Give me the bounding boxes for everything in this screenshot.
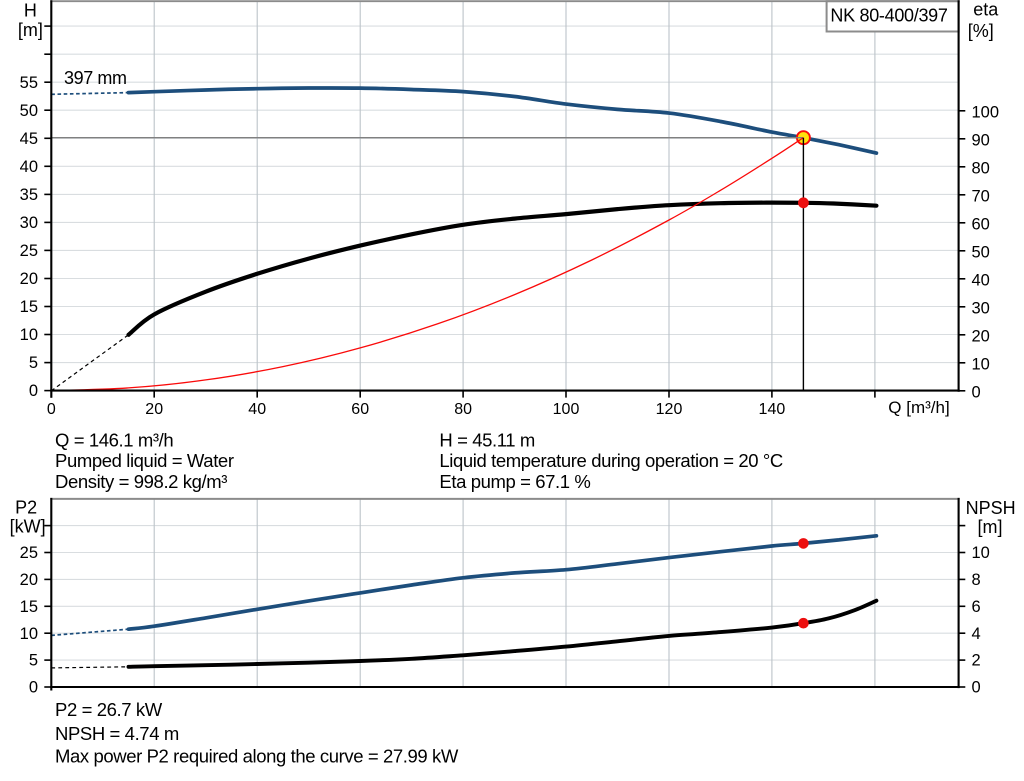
svg-text:0: 0 bbox=[972, 679, 981, 697]
svg-text:5: 5 bbox=[29, 354, 38, 372]
svg-text:NK 80-400/397: NK 80-400/397 bbox=[830, 5, 947, 25]
svg-text:35: 35 bbox=[20, 186, 38, 204]
svg-text:80: 80 bbox=[454, 401, 472, 418]
svg-text:Pumped liquid = Water: Pumped liquid = Water bbox=[55, 450, 234, 471]
svg-text:30: 30 bbox=[20, 214, 38, 232]
svg-text:100: 100 bbox=[553, 401, 580, 418]
svg-text:15: 15 bbox=[20, 298, 38, 316]
svg-text:NPSH: NPSH bbox=[966, 498, 1016, 518]
svg-text:80: 80 bbox=[972, 160, 990, 178]
svg-text:NPSH = 4.74 m: NPSH = 4.74 m bbox=[55, 723, 179, 744]
svg-text:40: 40 bbox=[972, 272, 990, 290]
svg-text:Q [m³/h]: Q [m³/h] bbox=[888, 398, 949, 417]
svg-text:Eta pump = 67.1 %: Eta pump = 67.1 % bbox=[439, 471, 590, 492]
svg-text:H: H bbox=[24, 0, 37, 20]
svg-text:H = 45.11 m: H = 45.11 m bbox=[439, 429, 535, 450]
svg-text:10: 10 bbox=[20, 326, 38, 344]
svg-text:40: 40 bbox=[248, 401, 266, 418]
svg-text:4: 4 bbox=[972, 625, 981, 643]
svg-text:60: 60 bbox=[351, 401, 369, 418]
svg-text:20: 20 bbox=[20, 270, 38, 288]
svg-text:P2: P2 bbox=[15, 498, 37, 518]
svg-text:8: 8 bbox=[972, 571, 981, 589]
svg-text:Liquid temperature during oper: Liquid temperature during operation = 20… bbox=[439, 450, 783, 471]
svg-text:[%]: [%] bbox=[968, 21, 994, 41]
svg-text:[m]: [m] bbox=[978, 517, 1003, 537]
svg-text:6: 6 bbox=[972, 598, 981, 616]
svg-text:140: 140 bbox=[759, 401, 786, 418]
svg-text:25: 25 bbox=[20, 242, 38, 260]
svg-text:eta: eta bbox=[973, 0, 999, 20]
svg-text:Density = 998.2 kg/m³: Density = 998.2 kg/m³ bbox=[55, 471, 227, 492]
svg-text:10: 10 bbox=[20, 625, 38, 643]
svg-text:5: 5 bbox=[29, 652, 38, 670]
svg-text:0: 0 bbox=[47, 401, 56, 418]
svg-text:20: 20 bbox=[972, 328, 990, 346]
svg-text:2: 2 bbox=[972, 652, 981, 670]
svg-text:45: 45 bbox=[20, 130, 38, 148]
svg-text:20: 20 bbox=[145, 401, 163, 418]
svg-text:120: 120 bbox=[656, 401, 683, 418]
svg-text:25: 25 bbox=[20, 544, 38, 562]
svg-text:0: 0 bbox=[29, 679, 38, 697]
svg-text:15: 15 bbox=[20, 598, 38, 616]
svg-text:90: 90 bbox=[972, 132, 990, 150]
svg-text:397 mm: 397 mm bbox=[64, 68, 127, 88]
svg-text:30: 30 bbox=[972, 300, 990, 318]
svg-text:[m]: [m] bbox=[18, 20, 43, 40]
svg-text:40: 40 bbox=[20, 158, 38, 176]
svg-text:Max power P2 required along th: Max power P2 required along the curve = … bbox=[55, 746, 459, 767]
svg-text:0: 0 bbox=[29, 382, 38, 400]
svg-text:[kW]: [kW] bbox=[10, 517, 46, 537]
svg-text:70: 70 bbox=[972, 188, 990, 206]
svg-text:10: 10 bbox=[972, 356, 990, 374]
svg-text:100: 100 bbox=[972, 104, 1000, 122]
svg-text:Q = 146.1 m³/h: Q = 146.1 m³/h bbox=[55, 429, 173, 450]
svg-text:50: 50 bbox=[972, 244, 990, 262]
svg-text:60: 60 bbox=[972, 216, 990, 234]
svg-text:10: 10 bbox=[972, 544, 990, 562]
svg-text:55: 55 bbox=[20, 74, 38, 92]
svg-text:20: 20 bbox=[20, 571, 38, 589]
svg-text:P2 = 26.7 kW: P2 = 26.7 kW bbox=[55, 699, 163, 720]
svg-text:50: 50 bbox=[20, 102, 38, 120]
svg-text:0: 0 bbox=[972, 384, 981, 402]
